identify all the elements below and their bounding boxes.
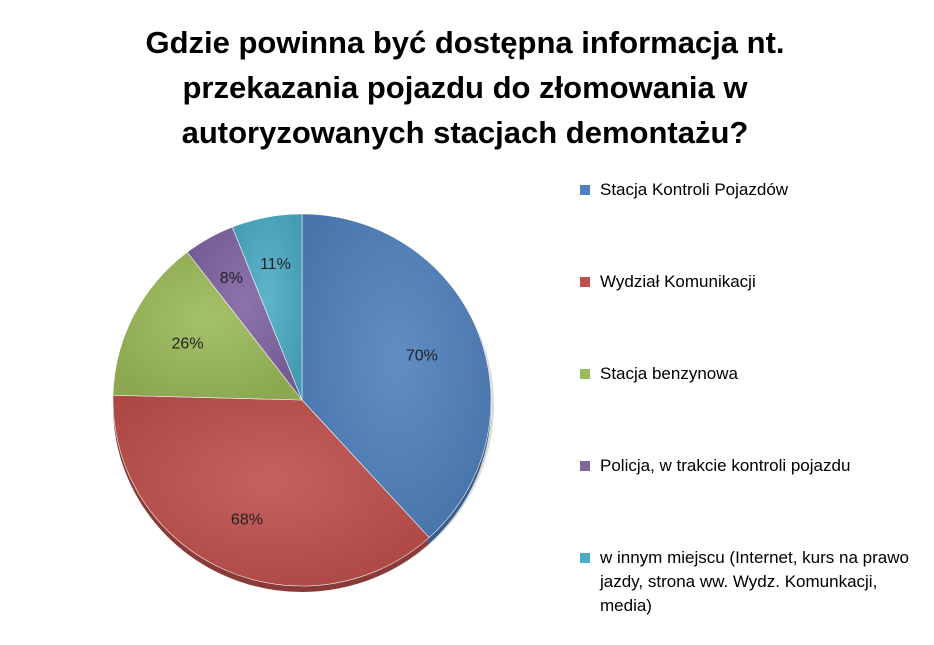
- pie-slices: [112, 213, 492, 587]
- legend-label: Stacja Kontroli Pojazdów: [600, 180, 789, 199]
- data-label: 11%: [260, 256, 291, 273]
- legend-label: Policja, w trakcie kontroli pojazdu: [600, 456, 851, 475]
- legend-item: w innym miejscu (Internet, kurs na prawo…: [580, 546, 920, 618]
- legend-item: Stacja Kontroli Pojazdów: [580, 178, 920, 202]
- legend-label: Wydział Komunikacji: [600, 272, 756, 291]
- pie-slice-shading: [112, 395, 430, 586]
- legend-item: Policja, w trakcie kontroli pojazdu: [580, 454, 920, 478]
- data-label: 70%: [406, 347, 438, 364]
- pie-data-labels: 70% 68% 26% 8% 11%: [172, 256, 438, 528]
- legend-swatch: [580, 277, 590, 287]
- legend-swatch: [580, 369, 590, 379]
- pie-slice-shading: [187, 227, 302, 400]
- pie-slice-shading: [113, 252, 303, 400]
- pie-slice-shading: [302, 214, 492, 538]
- chart-title: Gdzie powinna być dostępna informacja nt…: [145, 25, 785, 150]
- legend-label: Stacja benzynowa: [600, 364, 738, 383]
- legend-swatch: [580, 553, 590, 563]
- legend-item: Stacja benzynowa: [580, 362, 920, 386]
- data-label: 8%: [220, 270, 243, 287]
- legend-swatch: [580, 185, 590, 195]
- data-label: 68%: [231, 511, 263, 528]
- legend-swatch: [580, 461, 590, 471]
- data-label: 26%: [172, 335, 204, 352]
- legend-item: Wydział Komunikacji: [580, 270, 920, 294]
- pie-slice-shading: [232, 214, 302, 400]
- legend-label: w innym miejscu (Internet, kurs na prawo…: [600, 548, 909, 615]
